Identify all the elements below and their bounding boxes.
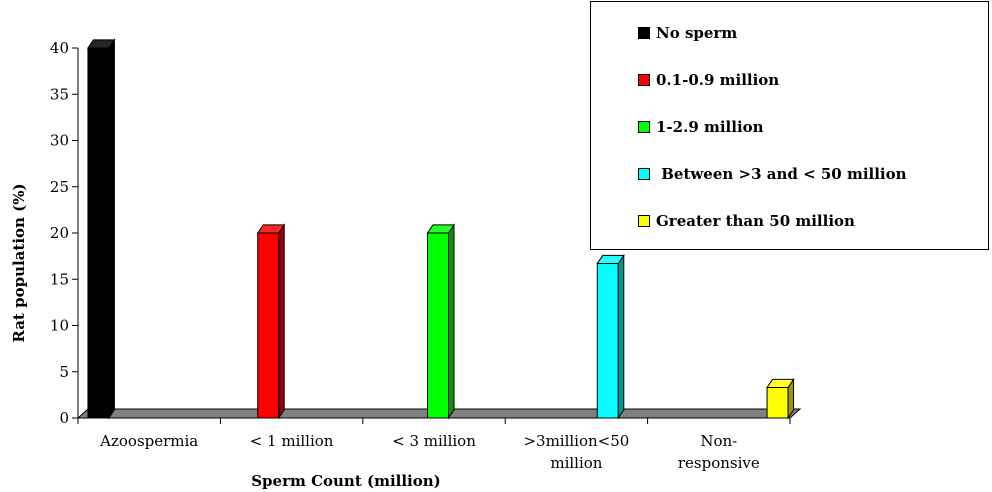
legend: No sperm 0.1-0.9 million 1-2.9 million Bet…: [590, 1, 989, 250]
x-tick-label: < 3 million: [392, 432, 476, 450]
bar-top: [256, 224, 286, 234]
legend-label: Between >3 and < 50 million: [656, 165, 907, 183]
bar-side: [108, 38, 115, 420]
bars: [86, 38, 795, 420]
legend-swatch: [638, 27, 650, 39]
bar: [596, 253, 625, 420]
bar-front: [87, 47, 110, 419]
bar-side: [448, 223, 455, 420]
y-tick-label: 30: [50, 132, 69, 150]
y-tick-label: 10: [50, 317, 69, 335]
y-tick-label: 0: [59, 409, 69, 427]
bar-top: [766, 378, 795, 388]
x-tick-label: Non-: [700, 432, 737, 450]
y-axis-title: Rat population (%): [10, 183, 28, 342]
y-axis: 0 5 10 15 20 25 30 35 40: [50, 39, 79, 427]
legend-label: 1-2.9 million: [656, 118, 764, 136]
bar-side: [617, 253, 625, 420]
bar-front: [766, 386, 789, 419]
x-tick-label: responsive: [678, 454, 760, 472]
legend-label: Greater than 50 million: [656, 212, 855, 230]
y-tick-label: 35: [50, 85, 69, 103]
bar: [426, 223, 455, 420]
x-tick-label: >3million<50: [523, 432, 629, 450]
x-axis: Azoospermia < 1 million < 3 million >3milli…: [77, 417, 791, 472]
legend-item: 0.1-0.9 million: [638, 71, 779, 89]
y-tick-label: 20: [50, 224, 69, 242]
bar-top: [596, 254, 625, 265]
legend-label: No sperm: [656, 24, 737, 42]
x-tick-label: < 1 million: [250, 432, 334, 450]
legend-swatch: [638, 121, 650, 133]
x-tick-label: million: [550, 454, 602, 472]
bar-front: [257, 232, 280, 419]
bar-side: [278, 223, 285, 420]
legend-swatch: [638, 168, 650, 180]
y-tick-label: 5: [59, 363, 69, 381]
bar: [256, 223, 286, 420]
legend-item: Between >3 and < 50 million: [638, 165, 907, 183]
bar-top: [426, 224, 455, 234]
legend-item: Greater than 50 million: [638, 212, 855, 230]
y-tick-label: 40: [50, 39, 69, 57]
legend-swatch: [638, 74, 650, 86]
x-axis-title: Sperm Count (million): [251, 472, 441, 490]
x-tick-label: Azoospermia: [99, 432, 198, 450]
legend-item: No sperm: [638, 24, 737, 42]
legend-item: 1-2.9 million: [638, 118, 764, 136]
bar: [766, 377, 795, 420]
bar-top: [86, 39, 116, 49]
bar-front: [427, 232, 449, 419]
y-tick-label: 25: [50, 178, 69, 196]
legend-swatch: [638, 215, 650, 227]
legend-label: 0.1-0.9 million: [656, 71, 779, 89]
bar-front: [596, 263, 619, 419]
y-tick-label: 15: [50, 270, 69, 288]
legend-box: [590, 1, 989, 250]
bar: [86, 38, 116, 420]
